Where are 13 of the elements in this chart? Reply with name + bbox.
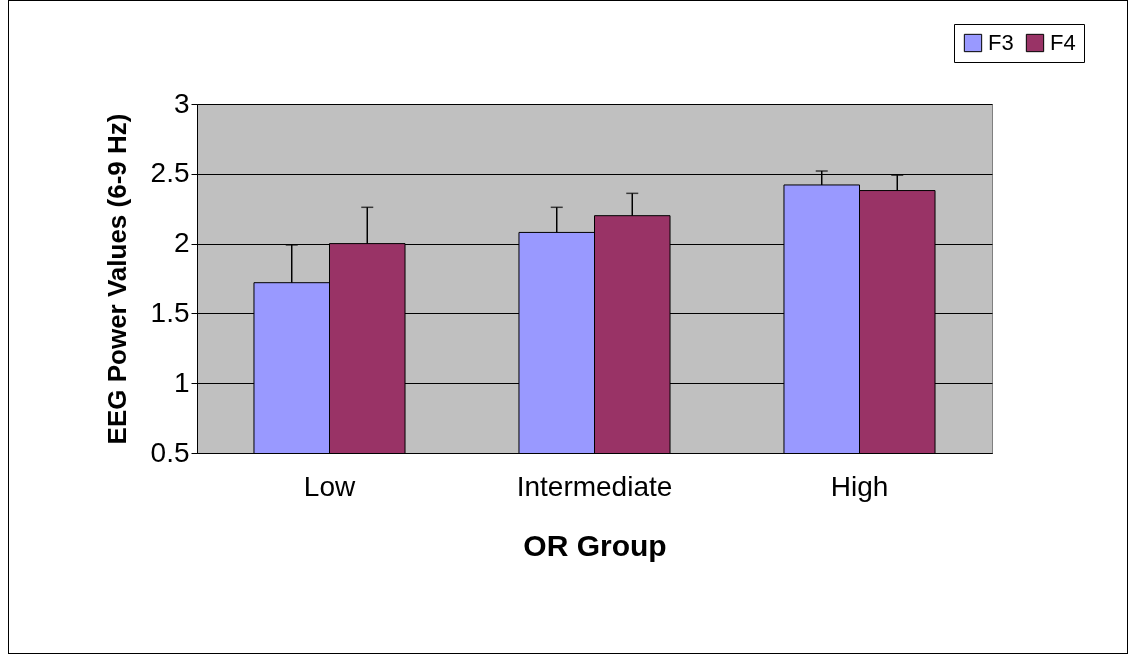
legend-label: F4 [1050, 30, 1076, 55]
x-axis-title: OR Group [523, 528, 667, 562]
x-tick-label: Intermediate [516, 470, 673, 502]
y-tick-label: 3 [173, 87, 190, 119]
y-tick-label: 1.5 [150, 296, 190, 328]
y-tick-label: 2.5 [150, 157, 190, 189]
x-tick-label: Low [303, 470, 356, 502]
y-tick-label: 1 [173, 366, 190, 398]
x-tick-label: High [830, 470, 889, 502]
legend-label: F3 [988, 30, 1014, 55]
y-tick-label: 0.5 [150, 436, 190, 468]
y-tick-label: 2 [173, 227, 190, 259]
y-axis-title: EEG Power Values (6-9 Hz) [101, 113, 132, 445]
